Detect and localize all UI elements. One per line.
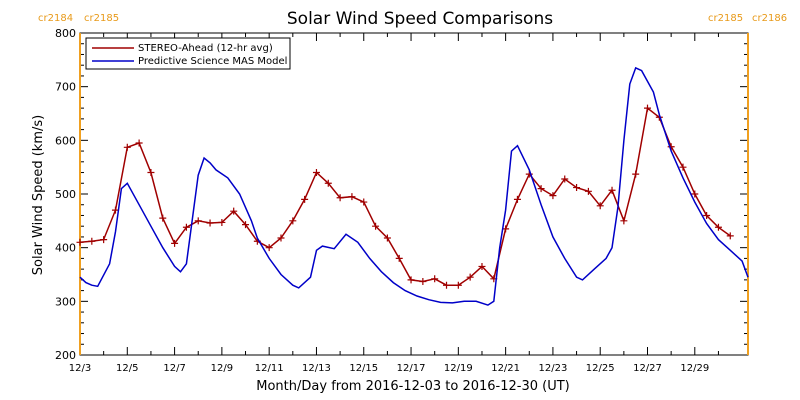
data-point-marker bbox=[549, 192, 557, 200]
x-tick-label: 12/17 bbox=[397, 363, 426, 374]
data-point-marker bbox=[383, 234, 391, 242]
x-tick-label: 12/5 bbox=[116, 363, 138, 374]
data-point-marker bbox=[513, 195, 521, 203]
y-tick-label: 500 bbox=[55, 188, 76, 201]
carrington-label: cr2185 bbox=[84, 13, 119, 24]
y-tick-label: 200 bbox=[55, 349, 76, 362]
data-point-marker bbox=[265, 244, 273, 252]
y-axis: 200 300 400 500 600 700 800 bbox=[55, 27, 748, 362]
x-axis-label: Month/Day from 2016-12-03 to 2016-12-30 … bbox=[256, 379, 569, 394]
data-point-marker bbox=[123, 143, 131, 151]
data-point-marker bbox=[230, 207, 238, 215]
data-point-marker bbox=[537, 185, 545, 193]
data-point-marker bbox=[242, 221, 250, 229]
x-tick-label: 12/21 bbox=[491, 363, 520, 374]
x-tick-label: 12/15 bbox=[349, 363, 378, 374]
y-tick-label: 300 bbox=[55, 295, 76, 308]
data-point-marker bbox=[726, 232, 734, 240]
y-tick-label: 800 bbox=[55, 27, 76, 40]
data-point-marker bbox=[703, 211, 711, 219]
data-point-marker bbox=[135, 139, 143, 147]
data-point-marker bbox=[443, 281, 451, 289]
data-point-marker bbox=[360, 198, 368, 206]
x-tick-label: 12/29 bbox=[680, 363, 709, 374]
data-point-marker bbox=[691, 190, 699, 198]
data-point-marker bbox=[679, 163, 687, 171]
data-point-marker bbox=[324, 179, 332, 187]
data-point-marker bbox=[620, 217, 628, 225]
data-point-marker bbox=[336, 194, 344, 202]
data-point-marker bbox=[88, 237, 96, 245]
x-tick-label: 12/3 bbox=[69, 363, 91, 374]
x-tick-label: 12/19 bbox=[444, 363, 473, 374]
chart-title: Solar Wind Speed Comparisons bbox=[287, 9, 553, 29]
x-tick-label: 12/27 bbox=[633, 363, 662, 374]
carrington-label: cr2184 bbox=[38, 13, 73, 24]
y-axis-label: Solar Wind Speed (km/s) bbox=[31, 115, 46, 275]
x-tick-label: 12/23 bbox=[539, 363, 568, 374]
data-point-marker bbox=[608, 186, 616, 194]
carrington-rotation-markers: cr2184 cr2185 cr2185 cr2186 bbox=[38, 13, 787, 355]
series-line-stereo bbox=[79, 106, 731, 286]
data-point-marker bbox=[714, 223, 722, 231]
data-point-marker bbox=[289, 217, 297, 225]
series-line-mas-model bbox=[79, 66, 749, 306]
data-point-marker bbox=[561, 175, 569, 183]
x-tick-label: 12/13 bbox=[302, 363, 331, 374]
data-point-marker bbox=[407, 276, 415, 284]
data-point-marker bbox=[372, 222, 380, 230]
data-point-marker bbox=[573, 184, 581, 192]
x-tick-label: 12/11 bbox=[255, 363, 284, 374]
data-point-marker bbox=[596, 202, 604, 210]
data-point-marker bbox=[419, 277, 427, 285]
data-point-marker bbox=[312, 169, 320, 177]
legend-label-stereo: STEREO-Ahead (12-hr avg) bbox=[138, 43, 273, 54]
x-tick-label: 12/7 bbox=[163, 363, 185, 374]
carrington-label: cr2185 bbox=[708, 13, 743, 24]
legend-box bbox=[85, 37, 291, 70]
data-point-marker bbox=[348, 193, 356, 201]
data-point-marker bbox=[454, 281, 462, 289]
data-point-marker bbox=[478, 262, 486, 270]
carrington-label: cr2186 bbox=[752, 13, 787, 24]
data-point-marker bbox=[147, 169, 155, 177]
data-point-marker bbox=[632, 170, 640, 178]
data-point-marker bbox=[76, 238, 84, 246]
x-tick-label: 12/25 bbox=[586, 363, 615, 374]
data-point-marker bbox=[431, 275, 439, 283]
data-point-marker bbox=[301, 195, 309, 203]
data-point-marker bbox=[182, 223, 190, 231]
data-point-marker bbox=[584, 187, 592, 195]
data-point-marker bbox=[644, 104, 652, 112]
x-tick-label: 12/9 bbox=[211, 363, 233, 374]
x-axis: 12/3 12/5 12/7 12/9 12/11 12/13 12/15 12/17 12/1… bbox=[69, 33, 719, 374]
data-point-marker bbox=[171, 239, 179, 247]
data-point-marker bbox=[218, 218, 226, 226]
data-point-marker bbox=[100, 236, 108, 244]
data-point-marker bbox=[159, 214, 167, 222]
data-point-marker bbox=[466, 273, 474, 281]
y-tick-label: 600 bbox=[55, 134, 76, 147]
data-point-marker bbox=[277, 234, 285, 242]
y-tick-label: 700 bbox=[55, 81, 76, 94]
data-point-marker bbox=[194, 217, 202, 225]
y-tick-label: 400 bbox=[55, 242, 76, 255]
legend-label-mas-model: Predictive Science MAS Model bbox=[138, 56, 287, 67]
data-point-marker bbox=[395, 254, 403, 262]
series-layer bbox=[76, 66, 749, 306]
legend: STEREO-Ahead (12-hr avg) Predictive Scie… bbox=[85, 37, 291, 70]
data-point-marker bbox=[206, 219, 214, 227]
